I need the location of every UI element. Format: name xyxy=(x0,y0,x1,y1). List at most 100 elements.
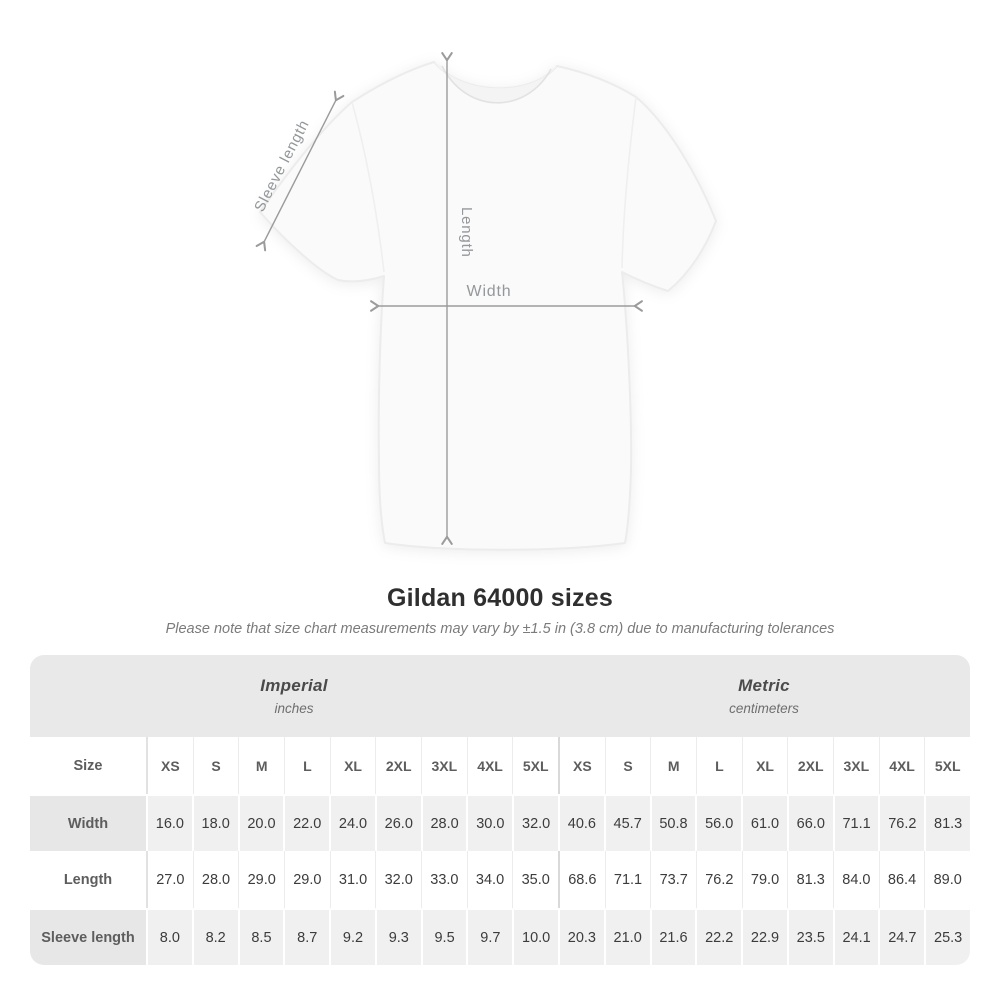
value-cell: 86.4 xyxy=(878,851,925,908)
value-cell: 23.5 xyxy=(786,910,833,965)
size-header-cell: 3XL xyxy=(833,737,879,794)
value-cell: 22.9 xyxy=(741,910,787,965)
value-cell: 9.2 xyxy=(329,910,375,965)
value-cell: 25.3 xyxy=(924,910,970,965)
size-header-cell: M xyxy=(650,737,696,794)
value-cell: 28.0 xyxy=(420,796,467,851)
size-header-cell: 5XL xyxy=(512,737,558,794)
value-cell: 29.0 xyxy=(284,851,330,908)
size-header-cell: XS xyxy=(572,757,592,774)
value-cell: 31.0 xyxy=(329,851,376,908)
value-cell: 32.0 xyxy=(375,851,421,908)
tolerance-note: Please note that size chart measurements… xyxy=(165,621,835,637)
size-header-cell: 2XL xyxy=(375,737,421,794)
value-cell: 21.0 xyxy=(603,910,650,965)
row-sleeve-length: Sleeve length 8.0 8.2 8.5 8.7 9.2 9.3 9.5 9.7 10… xyxy=(30,908,970,965)
row-label-sleeve-length: Sleeve length xyxy=(30,910,148,965)
metric-label: Metric xyxy=(738,676,790,695)
value-cell: 29.0 xyxy=(238,851,284,908)
value-cell: 9.5 xyxy=(420,910,467,965)
value-cell: 40.6 xyxy=(560,796,604,851)
value-cell: 27.0 xyxy=(156,871,185,888)
value-cell: 68.6 xyxy=(568,871,597,888)
row-length: Length 27.0 28.0 29.0 29.0 31.0 32.0 33.0 34.0 3… xyxy=(30,851,970,908)
value-cell: 20.0 xyxy=(237,796,284,851)
value-cell: 76.2 xyxy=(696,851,742,908)
value-cell: 24.1 xyxy=(832,910,879,965)
size-corner-label: Size xyxy=(30,737,148,794)
value-cell: 22.0 xyxy=(283,796,330,851)
value-cell: 79.0 xyxy=(741,851,788,908)
size-header-cell: 5XL xyxy=(924,737,970,794)
sleeve-metric-values: 20.3 21.0 21.6 22.2 22.9 23.5 24.1 24.7 25.3 xyxy=(558,910,970,965)
value-cell: 10.0 xyxy=(512,910,559,965)
tshirt-diagram: Sleeve length Length Width xyxy=(251,52,717,551)
sleeve-length-arrow xyxy=(255,90,345,252)
value-cell: 8.5 xyxy=(237,910,284,965)
value-cell: 66.0 xyxy=(786,796,833,851)
metric-size-headers: XS S M L XL 2XL 3XL 4XL 5XL xyxy=(558,737,970,794)
value-cell: 8.7 xyxy=(283,910,330,965)
value-cell: 45.7 xyxy=(603,796,650,851)
value-cell: 18.0 xyxy=(191,796,238,851)
metric-sublabel: centimeters xyxy=(729,701,799,716)
value-cell: 33.0 xyxy=(421,851,467,908)
value-cell: 8.0 xyxy=(148,910,192,965)
size-table: Imperial inches Metric centimeters Size … xyxy=(30,655,970,965)
imperial-header: Imperial inches xyxy=(30,655,558,737)
length-label: Length xyxy=(458,207,475,258)
unit-header-band: Imperial inches Metric centimeters xyxy=(30,655,970,737)
width-imperial-values: 16.0 18.0 20.0 22.0 24.0 26.0 28.0 30.0 32.0 xyxy=(148,796,559,851)
value-cell: 8.2 xyxy=(191,910,238,965)
value-cell: 35.0 xyxy=(512,851,558,908)
row-label-length: Length xyxy=(30,851,148,908)
width-label: Width xyxy=(467,283,512,300)
size-header-cell: S xyxy=(604,737,651,794)
value-cell: 16.0 xyxy=(148,796,192,851)
value-cell: 81.3 xyxy=(924,796,970,851)
size-header-cell: XS xyxy=(160,757,180,774)
value-cell: 61.0 xyxy=(741,796,787,851)
value-cell: 84.0 xyxy=(833,851,879,908)
size-header-cell: 3XL xyxy=(421,737,467,794)
width-metric-values: 40.6 45.7 50.8 56.0 61.0 66.0 71.1 76.2 81.3 xyxy=(558,796,970,851)
value-cell: 56.0 xyxy=(695,796,742,851)
imperial-size-headers: XS S M L XL 2XL 3XL 4XL 5XL xyxy=(148,737,558,794)
imperial-sublabel: inches xyxy=(274,701,314,716)
value-cell: 26.0 xyxy=(374,796,421,851)
size-header-cell: L xyxy=(696,737,742,794)
imperial-label: Imperial xyxy=(260,676,328,695)
value-cell: 34.0 xyxy=(466,851,513,908)
row-label-width: Width xyxy=(30,796,148,851)
page-title: Gildan 64000 sizes xyxy=(387,584,613,612)
sleeve-imperial-values: 8.0 8.2 8.5 8.7 9.2 9.3 9.5 9.7 10.0 xyxy=(148,910,559,965)
value-cell: 71.1 xyxy=(832,796,879,851)
value-cell: 76.2 xyxy=(878,796,925,851)
value-cell: 81.3 xyxy=(787,851,833,908)
size-header-cell: XL xyxy=(741,737,788,794)
value-cell: 50.8 xyxy=(649,796,696,851)
metric-header: Metric centimeters xyxy=(558,655,970,737)
value-cell: 22.2 xyxy=(695,910,742,965)
size-header-cell: 4XL xyxy=(466,737,513,794)
size-header-cell: XL xyxy=(329,737,376,794)
size-header-cell: M xyxy=(238,737,284,794)
value-cell: 73.7 xyxy=(650,851,696,908)
value-cell: 20.3 xyxy=(560,910,604,965)
length-metric-values: 68.6 71.1 73.7 76.2 79.0 81.3 84.0 86.4 89.0 xyxy=(558,851,970,908)
value-cell: 30.0 xyxy=(466,796,513,851)
size-header-cell: 4XL xyxy=(878,737,925,794)
value-cell: 24.7 xyxy=(878,910,925,965)
value-cell: 89.0 xyxy=(924,851,970,908)
value-cell: 24.0 xyxy=(329,796,375,851)
size-header-cell: L xyxy=(284,737,330,794)
value-cell: 9.7 xyxy=(466,910,513,965)
value-cell: 32.0 xyxy=(512,796,559,851)
value-cell: 28.0 xyxy=(192,851,239,908)
size-header-row: Size XS S M L XL 2XL 3XL 4XL 5XL XS S M L XL 2XL 3XL 4X… xyxy=(30,737,970,794)
value-cell: 21.6 xyxy=(649,910,696,965)
length-imperial-values: 27.0 28.0 29.0 29.0 31.0 32.0 33.0 34.0 35.0 xyxy=(148,851,558,908)
size-header-cell: S xyxy=(192,737,239,794)
value-cell: 9.3 xyxy=(374,910,421,965)
